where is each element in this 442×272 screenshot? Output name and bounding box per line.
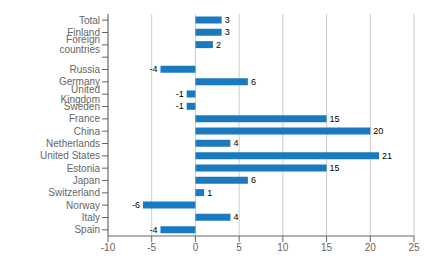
svg-text:Italy: Italy [82,212,100,223]
svg-text:20: 20 [365,242,377,253]
svg-text:5: 5 [236,242,242,253]
svg-text:1: 1 [207,188,212,198]
svg-text:-1: -1 [176,101,184,111]
svg-text:6: 6 [251,175,256,185]
svg-text:Estonia: Estonia [67,163,101,174]
svg-text:Netherlands: Netherlands [46,138,100,149]
svg-text:15: 15 [330,163,340,173]
svg-text:United States: United States [40,150,100,161]
svg-text:Switzerland: Switzerland [48,187,100,198]
svg-text:Germany: Germany [59,76,100,87]
svg-text:-10: -10 [101,242,116,253]
svg-text:15: 15 [321,242,333,253]
svg-text:3: 3 [225,27,230,37]
svg-text:-5: -5 [147,242,156,253]
svg-text:4: 4 [233,212,238,222]
svg-text:4: 4 [233,138,238,148]
svg-text:2: 2 [216,40,221,50]
svg-text:Spain: Spain [74,224,100,235]
svg-text:-6: -6 [132,200,140,210]
svg-text:0: 0 [193,242,199,253]
svg-text:China: China [74,126,101,137]
svg-text:10: 10 [277,242,289,253]
svg-text:Finland: Finland [67,27,100,38]
svg-text:Russia: Russia [69,64,100,75]
svg-text:France: France [69,113,101,124]
svg-text:-4: -4 [149,64,157,74]
svg-text:-4: -4 [149,225,157,235]
svg-text:6: 6 [251,77,256,87]
svg-text:15: 15 [330,114,340,124]
svg-text:Norway: Norway [66,200,100,211]
svg-text:Japan: Japan [73,175,100,186]
svg-text:25: 25 [408,242,420,253]
svg-text:21: 21 [382,151,392,161]
svg-text:Total: Total [79,15,100,26]
svg-text:3: 3 [225,15,230,25]
svg-text:-1: -1 [176,89,184,99]
svg-text:20: 20 [373,126,383,136]
